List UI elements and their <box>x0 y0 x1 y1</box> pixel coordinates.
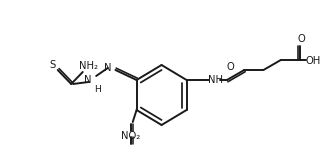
Text: N: N <box>104 63 112 73</box>
Text: O: O <box>297 34 305 44</box>
Text: O: O <box>227 62 235 72</box>
Text: H: H <box>94 84 100 93</box>
Text: N: N <box>84 75 92 85</box>
Text: NH₂: NH₂ <box>79 61 98 71</box>
Text: NO₂: NO₂ <box>121 131 140 141</box>
Text: S: S <box>50 60 56 70</box>
Text: OH: OH <box>306 56 320 66</box>
Text: NH: NH <box>208 75 223 85</box>
